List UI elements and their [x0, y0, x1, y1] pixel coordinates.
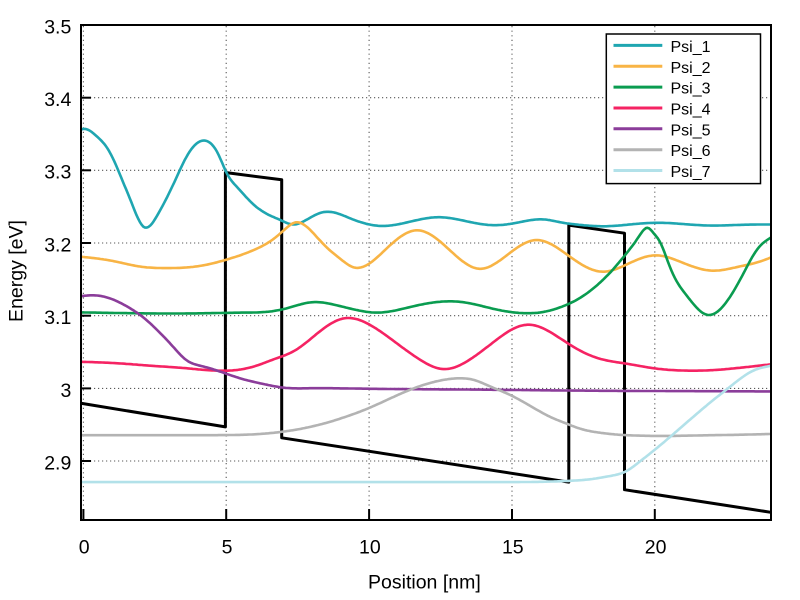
- svg-text:Position [nm]: Position [nm]: [368, 572, 481, 594]
- svg-text:3.2: 3.2: [44, 234, 71, 256]
- svg-text:Psi_6: Psi_6: [671, 143, 711, 160]
- svg-text:3: 3: [60, 380, 71, 402]
- svg-text:3.5: 3.5: [44, 16, 71, 38]
- svg-text:Psi_3: Psi_3: [671, 81, 711, 98]
- svg-text:Psi_5: Psi_5: [671, 122, 711, 139]
- svg-text:15: 15: [502, 537, 524, 559]
- svg-text:3.1: 3.1: [44, 307, 71, 329]
- svg-text:Psi_7: Psi_7: [671, 164, 711, 181]
- svg-text:3.3: 3.3: [44, 162, 71, 184]
- svg-text:Energy [eV]: Energy [eV]: [5, 220, 27, 322]
- svg-text:3.4: 3.4: [44, 89, 71, 111]
- svg-text:10: 10: [359, 537, 381, 559]
- svg-text:Psi_4: Psi_4: [671, 102, 711, 119]
- svg-text:20: 20: [645, 537, 667, 559]
- svg-text:Psi_2: Psi_2: [671, 60, 711, 77]
- svg-text:5: 5: [222, 537, 233, 559]
- svg-text:0: 0: [79, 537, 90, 559]
- svg-text:2.9: 2.9: [44, 452, 71, 474]
- svg-text:Psi_1: Psi_1: [671, 39, 711, 56]
